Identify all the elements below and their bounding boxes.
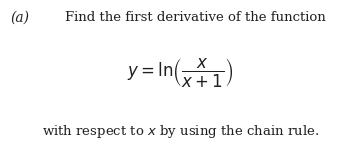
Text: with respect to $x$ by using the chain rule.: with respect to $x$ by using the chain r… bbox=[42, 123, 319, 140]
Text: $y = \ln\!\left(\dfrac{x}{x+1}\right)$: $y = \ln\!\left(\dfrac{x}{x+1}\right)$ bbox=[127, 56, 234, 90]
Text: Find the first derivative of the function: Find the first derivative of the functio… bbox=[65, 11, 326, 24]
Text: (a): (a) bbox=[11, 11, 30, 25]
